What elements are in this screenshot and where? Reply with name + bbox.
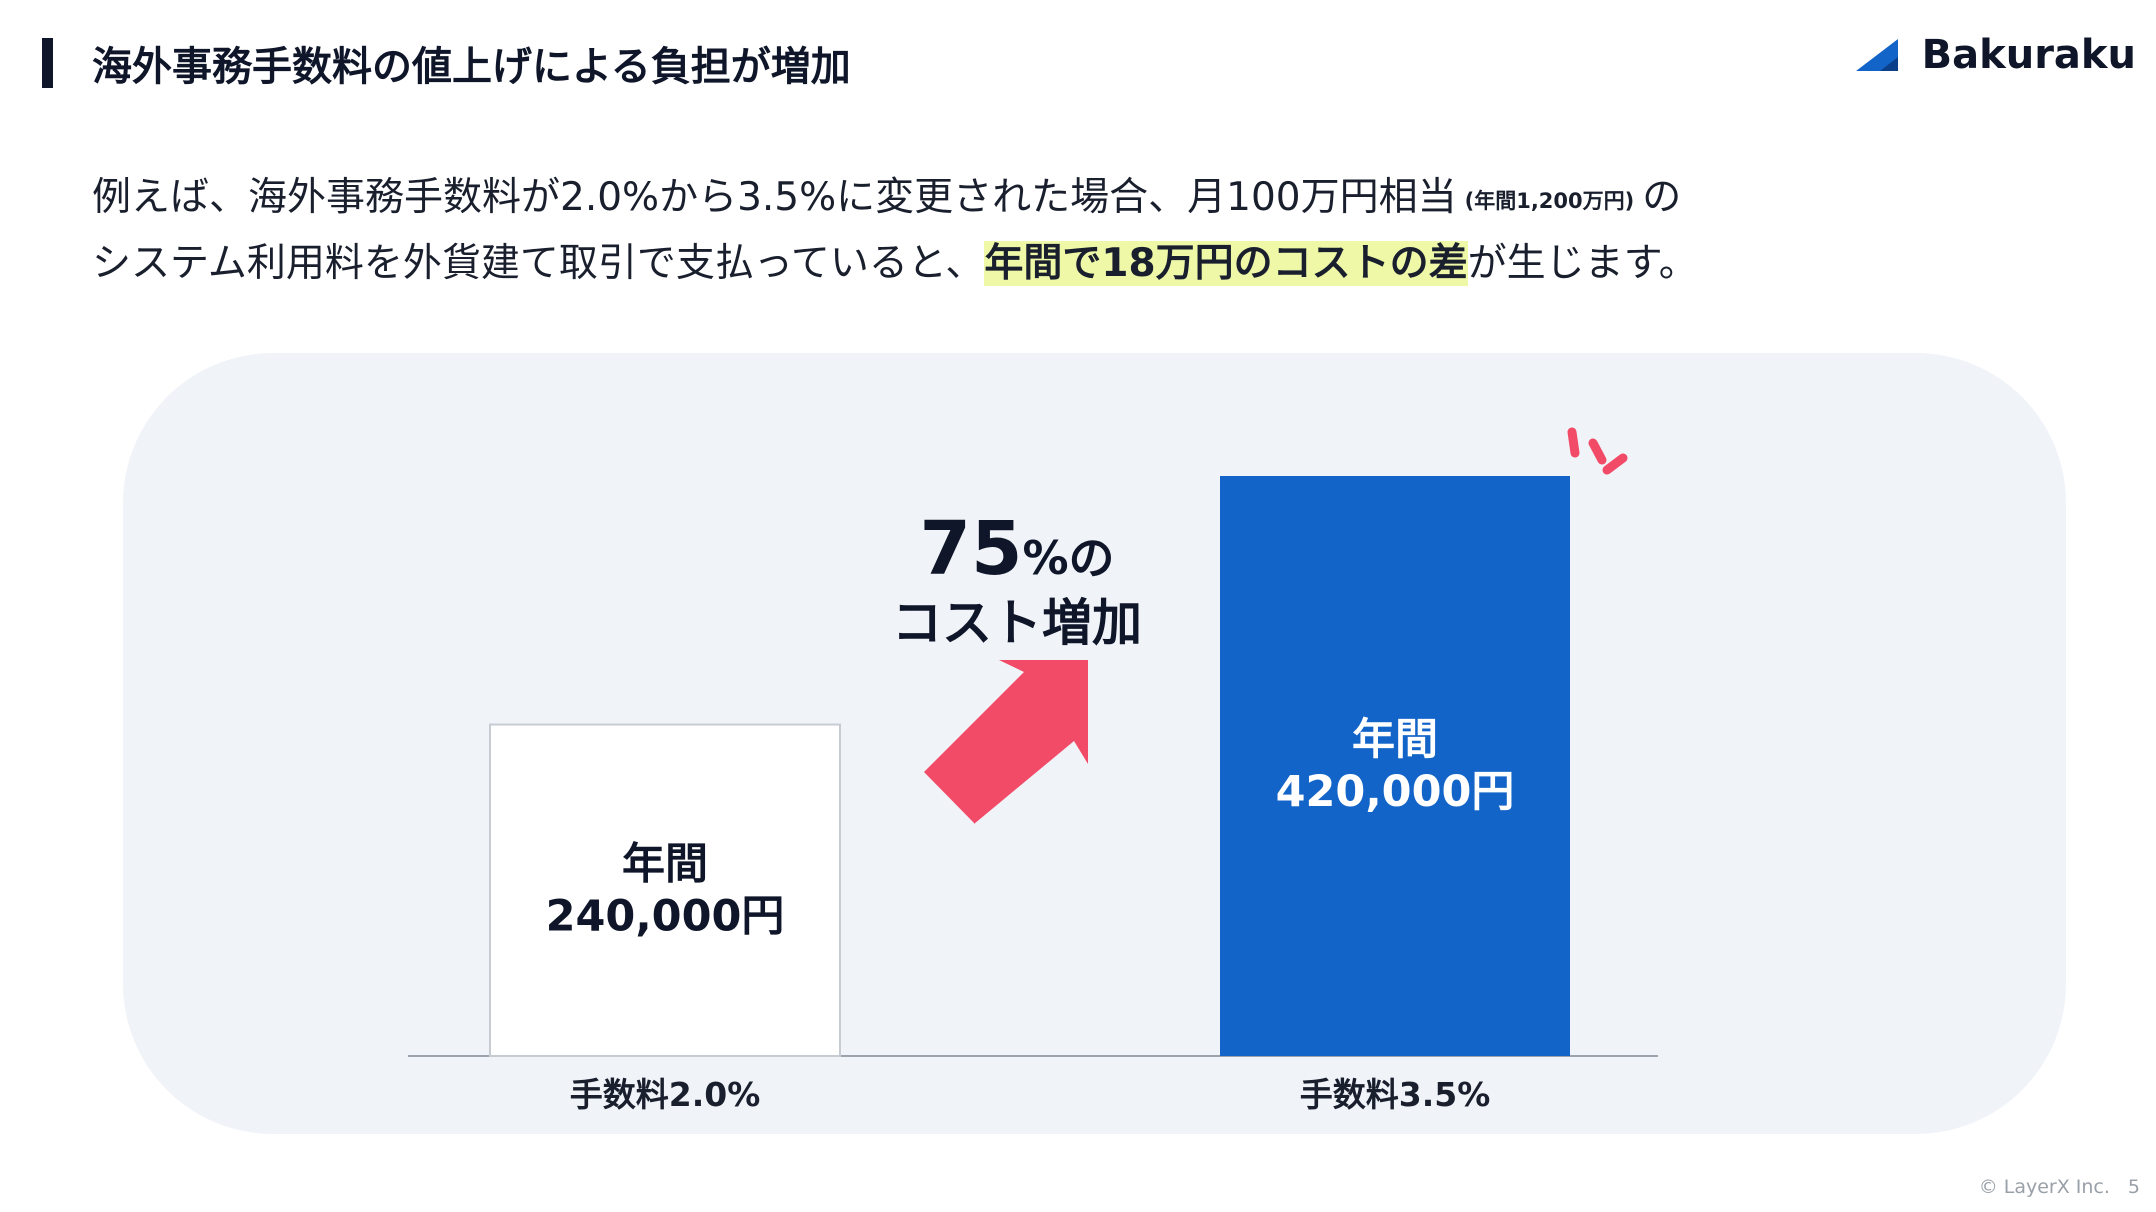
category-label-1: 手数料2.0% bbox=[570, 1075, 761, 1114]
body-line-2: システム利用料を外貨建て取引で支払っていると、年間で18万円のコストの差が生じま… bbox=[92, 232, 1698, 288]
title-accent-bar bbox=[42, 38, 53, 88]
copyright: © LayerX Inc. bbox=[1978, 1176, 2110, 1198]
line1-note: (年間1,200万円) bbox=[1464, 188, 1635, 213]
logo-text: Bakuraku bbox=[1921, 32, 2136, 78]
footer: © LayerX Inc. 5 bbox=[1979, 1176, 2140, 1198]
bar-1-label-1: 年間 bbox=[622, 839, 708, 889]
line1-text: 例えば、海外事務手数料が2.0%から3.5%に変更された場合、月100万円相当 bbox=[92, 175, 1457, 220]
svg-text:75%の: 75%の bbox=[919, 506, 1114, 592]
logo: Bakuraku bbox=[1850, 32, 2136, 78]
emphasis-marks-icon bbox=[1567, 427, 1628, 475]
annotation: 75%の コスト増加 bbox=[892, 506, 1142, 652]
line2-text: システム利用料を外貨建て取引で支払っていると、 bbox=[92, 241, 985, 286]
chart-panel bbox=[123, 353, 2066, 1134]
bar-2-label-1: 年間 bbox=[1352, 715, 1438, 765]
annotation-line2: コスト増加 bbox=[892, 594, 1142, 652]
increase-arrow-icon bbox=[924, 660, 1088, 824]
page-title: 海外事務手数料の値上げによる負担が増加 bbox=[92, 44, 851, 90]
bar-1-label-2: 240,000円 bbox=[546, 891, 785, 941]
bar-1 bbox=[489, 723, 841, 1057]
annotation-suffix: %の bbox=[1022, 531, 1114, 585]
bar-2 bbox=[1220, 476, 1570, 1056]
page-number: 5 bbox=[2127, 1176, 2140, 1198]
category-label-2: 手数料3.5% bbox=[1300, 1075, 1491, 1114]
line2-end: が生じます。 bbox=[1467, 241, 1698, 286]
annotation-percent: 75 bbox=[919, 506, 1022, 592]
body-line-1: 例えば、海外事務手数料が2.0%から3.5%に変更された場合、月100万円相当 (… bbox=[92, 166, 1681, 222]
bar-2-label-2: 420,000円 bbox=[1276, 767, 1515, 817]
line1-end: の bbox=[1642, 175, 1682, 220]
bakuraku-logo-icon bbox=[1855, 39, 1898, 71]
highlight-text: 年間で18万円のコストの差 bbox=[984, 241, 1468, 286]
